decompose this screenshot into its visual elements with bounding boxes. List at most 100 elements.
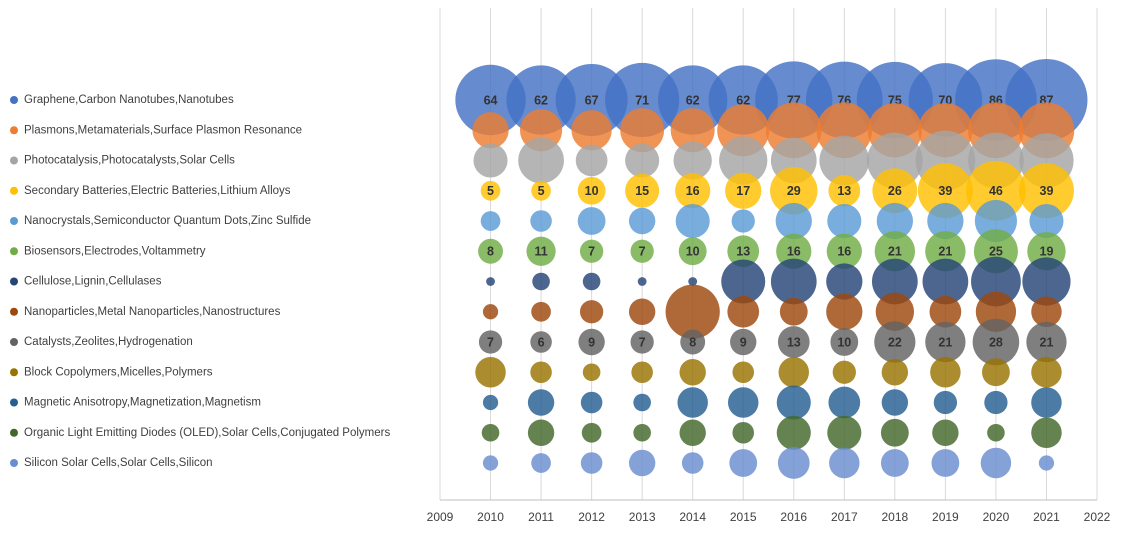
bubble xyxy=(628,449,656,477)
bubble xyxy=(1026,321,1067,363)
data-label: 71 xyxy=(635,93,649,107)
bubble xyxy=(478,330,503,354)
bubble xyxy=(827,203,862,239)
data-label: 11 xyxy=(534,245,547,259)
bubble xyxy=(1029,203,1064,239)
bubble xyxy=(580,391,603,414)
x-tick-label: 2012 xyxy=(578,510,605,524)
bubble xyxy=(966,160,1026,221)
data-label: 6 xyxy=(538,335,545,349)
legend-marker xyxy=(10,126,18,135)
bubble xyxy=(580,452,603,474)
bubble xyxy=(770,258,817,305)
bubble xyxy=(579,300,604,324)
bubble xyxy=(670,108,715,153)
bubble xyxy=(673,141,712,180)
bubble xyxy=(729,449,758,477)
bubble xyxy=(675,203,710,239)
x-tick-label: 2010 xyxy=(477,510,504,524)
data-label: 7 xyxy=(487,335,494,349)
bubble xyxy=(830,328,859,356)
bubble xyxy=(776,415,811,450)
bubble xyxy=(874,321,916,363)
bubble xyxy=(880,418,909,447)
legend-marker xyxy=(10,368,18,377)
data-label: 21 xyxy=(938,245,952,259)
bubble xyxy=(872,168,918,214)
bubble xyxy=(486,277,495,286)
bubble xyxy=(829,447,860,479)
bubble xyxy=(819,135,870,186)
data-label: 13 xyxy=(787,335,801,349)
data-label: 7 xyxy=(639,245,646,259)
x-tick-label: 2016 xyxy=(780,510,807,524)
bubble xyxy=(527,419,555,446)
data-label: 39 xyxy=(1040,184,1054,198)
legend-marker xyxy=(10,96,18,104)
data-label: 21 xyxy=(888,245,902,259)
x-tick-label: 2014 xyxy=(679,510,706,524)
bubble xyxy=(776,233,812,269)
legend-label: Organic Light Emitting Diodes (OLED),Sol… xyxy=(24,427,390,439)
legend-marker xyxy=(10,217,18,225)
bubble xyxy=(628,207,656,235)
bubble xyxy=(577,207,606,235)
bubble xyxy=(972,318,1020,366)
bubble xyxy=(531,180,551,201)
bubble xyxy=(577,176,606,205)
bubble xyxy=(530,361,552,384)
data-label: 17 xyxy=(736,184,750,198)
bubble xyxy=(581,422,602,443)
data-label: 16 xyxy=(686,184,700,198)
bubble xyxy=(1031,387,1062,418)
bubble xyxy=(770,167,818,215)
bubble xyxy=(628,298,656,325)
bubble xyxy=(826,263,863,300)
data-label: 16 xyxy=(787,245,801,259)
bubble xyxy=(482,394,499,411)
bubble xyxy=(777,326,810,358)
bubble xyxy=(779,297,808,326)
bubble xyxy=(828,174,861,207)
bubble xyxy=(633,393,651,412)
bubble xyxy=(530,210,552,232)
bubble xyxy=(1022,257,1071,306)
legend-label: Photocatalysis,Photocatalysts,Solar Cell… xyxy=(24,155,235,167)
bubble xyxy=(637,277,647,286)
bubble xyxy=(987,423,1005,442)
x-tick-label: 2022 xyxy=(1084,510,1111,524)
data-label: 67 xyxy=(585,93,599,107)
data-label: 26 xyxy=(888,184,902,198)
bubble xyxy=(472,112,509,149)
data-label: 62 xyxy=(736,93,750,107)
bubble xyxy=(871,258,918,305)
x-tick-label: 2009 xyxy=(427,510,454,524)
data-label: 21 xyxy=(1040,335,1054,349)
data-label: 5 xyxy=(487,184,494,198)
bubble xyxy=(727,295,760,328)
bubble xyxy=(665,284,720,339)
data-label: 62 xyxy=(686,93,700,107)
bubble xyxy=(974,199,1018,243)
bubble xyxy=(982,358,1010,387)
bubble xyxy=(929,295,962,328)
legend-marker xyxy=(10,307,18,316)
legend-label: Block Copolymers,Micelles,Polymers xyxy=(24,366,213,378)
bubble xyxy=(876,202,913,240)
x-tick-label: 2017 xyxy=(831,510,858,524)
bubble xyxy=(680,329,706,355)
data-label: 46 xyxy=(989,184,1003,198)
bubble xyxy=(880,449,909,477)
data-label: 13 xyxy=(736,245,750,259)
data-label: 39 xyxy=(938,184,952,198)
bubble xyxy=(526,236,556,266)
legend-marker xyxy=(10,186,18,195)
bubble xyxy=(719,136,768,185)
bubble xyxy=(826,233,862,269)
bubble xyxy=(1031,296,1062,327)
bubble xyxy=(480,180,501,201)
bubble xyxy=(575,144,608,177)
bubble xyxy=(1031,357,1062,388)
